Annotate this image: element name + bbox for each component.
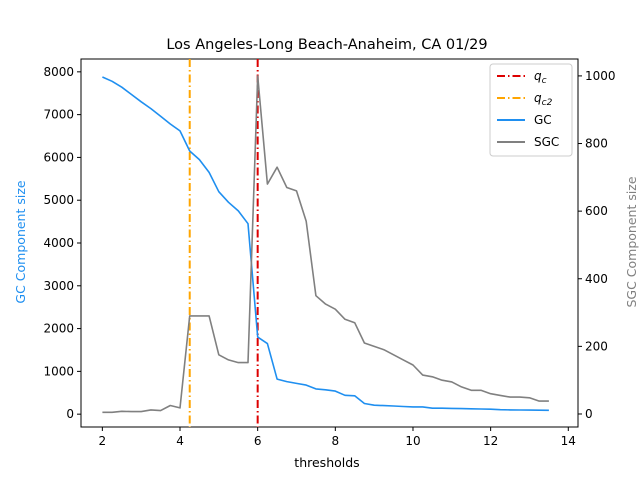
chart-title: Los Angeles-Long Beach-Anaheim, CA 01/29	[166, 37, 487, 53]
left-y-tick-label: 2000	[43, 322, 74, 336]
x-tick-label: 6	[254, 434, 262, 448]
series-line-sgc	[102, 75, 549, 414]
legend: qc qc2 GC SGC	[489, 63, 573, 157]
right-y-tick-label: 1000	[585, 69, 616, 83]
x-tick-label: 14	[561, 434, 576, 448]
plot-area	[102, 59, 549, 427]
legend-label: SGC	[534, 135, 559, 149]
right-y-tick-label: 400	[585, 272, 608, 286]
x-tick-label: 8	[332, 434, 340, 448]
series-line-gc	[102, 76, 549, 412]
legend-label: qc	[534, 69, 547, 86]
legend-box	[489, 63, 573, 157]
left-y-tick-label: 4000	[43, 236, 74, 250]
axes: 2 4 6 8 10 12 14010002000300040005000600070008…	[43, 58, 616, 448]
left-y-tick-label: 5000	[43, 193, 74, 207]
left-y-tick-label: 1000	[43, 364, 74, 378]
legend-label: qc2	[534, 91, 553, 108]
right-axis-label: SGC Component size	[624, 176, 639, 307]
left-y-tick-label: 0	[66, 407, 74, 421]
left-y-tick-label: 7000	[43, 108, 74, 122]
x-axis-label: thresholds	[294, 455, 359, 470]
x-tick-label: 4	[176, 434, 184, 448]
left-y-tick-label: 3000	[43, 279, 74, 293]
x-tick-label: 10	[405, 434, 420, 448]
x-tick-label: 12	[483, 434, 498, 448]
x-tick-label: 2	[99, 434, 107, 448]
left-y-tick-label: 6000	[43, 150, 74, 164]
right-y-tick-label: 800	[585, 137, 608, 151]
right-y-tick-label: 0	[585, 407, 593, 421]
left-axis-label: GC Component size	[13, 180, 28, 303]
left-y-tick-label: 8000	[43, 65, 74, 79]
legend-label: GC	[534, 113, 552, 127]
right-y-tick-label: 600	[585, 204, 608, 218]
right-y-tick-label: 200	[585, 339, 608, 353]
